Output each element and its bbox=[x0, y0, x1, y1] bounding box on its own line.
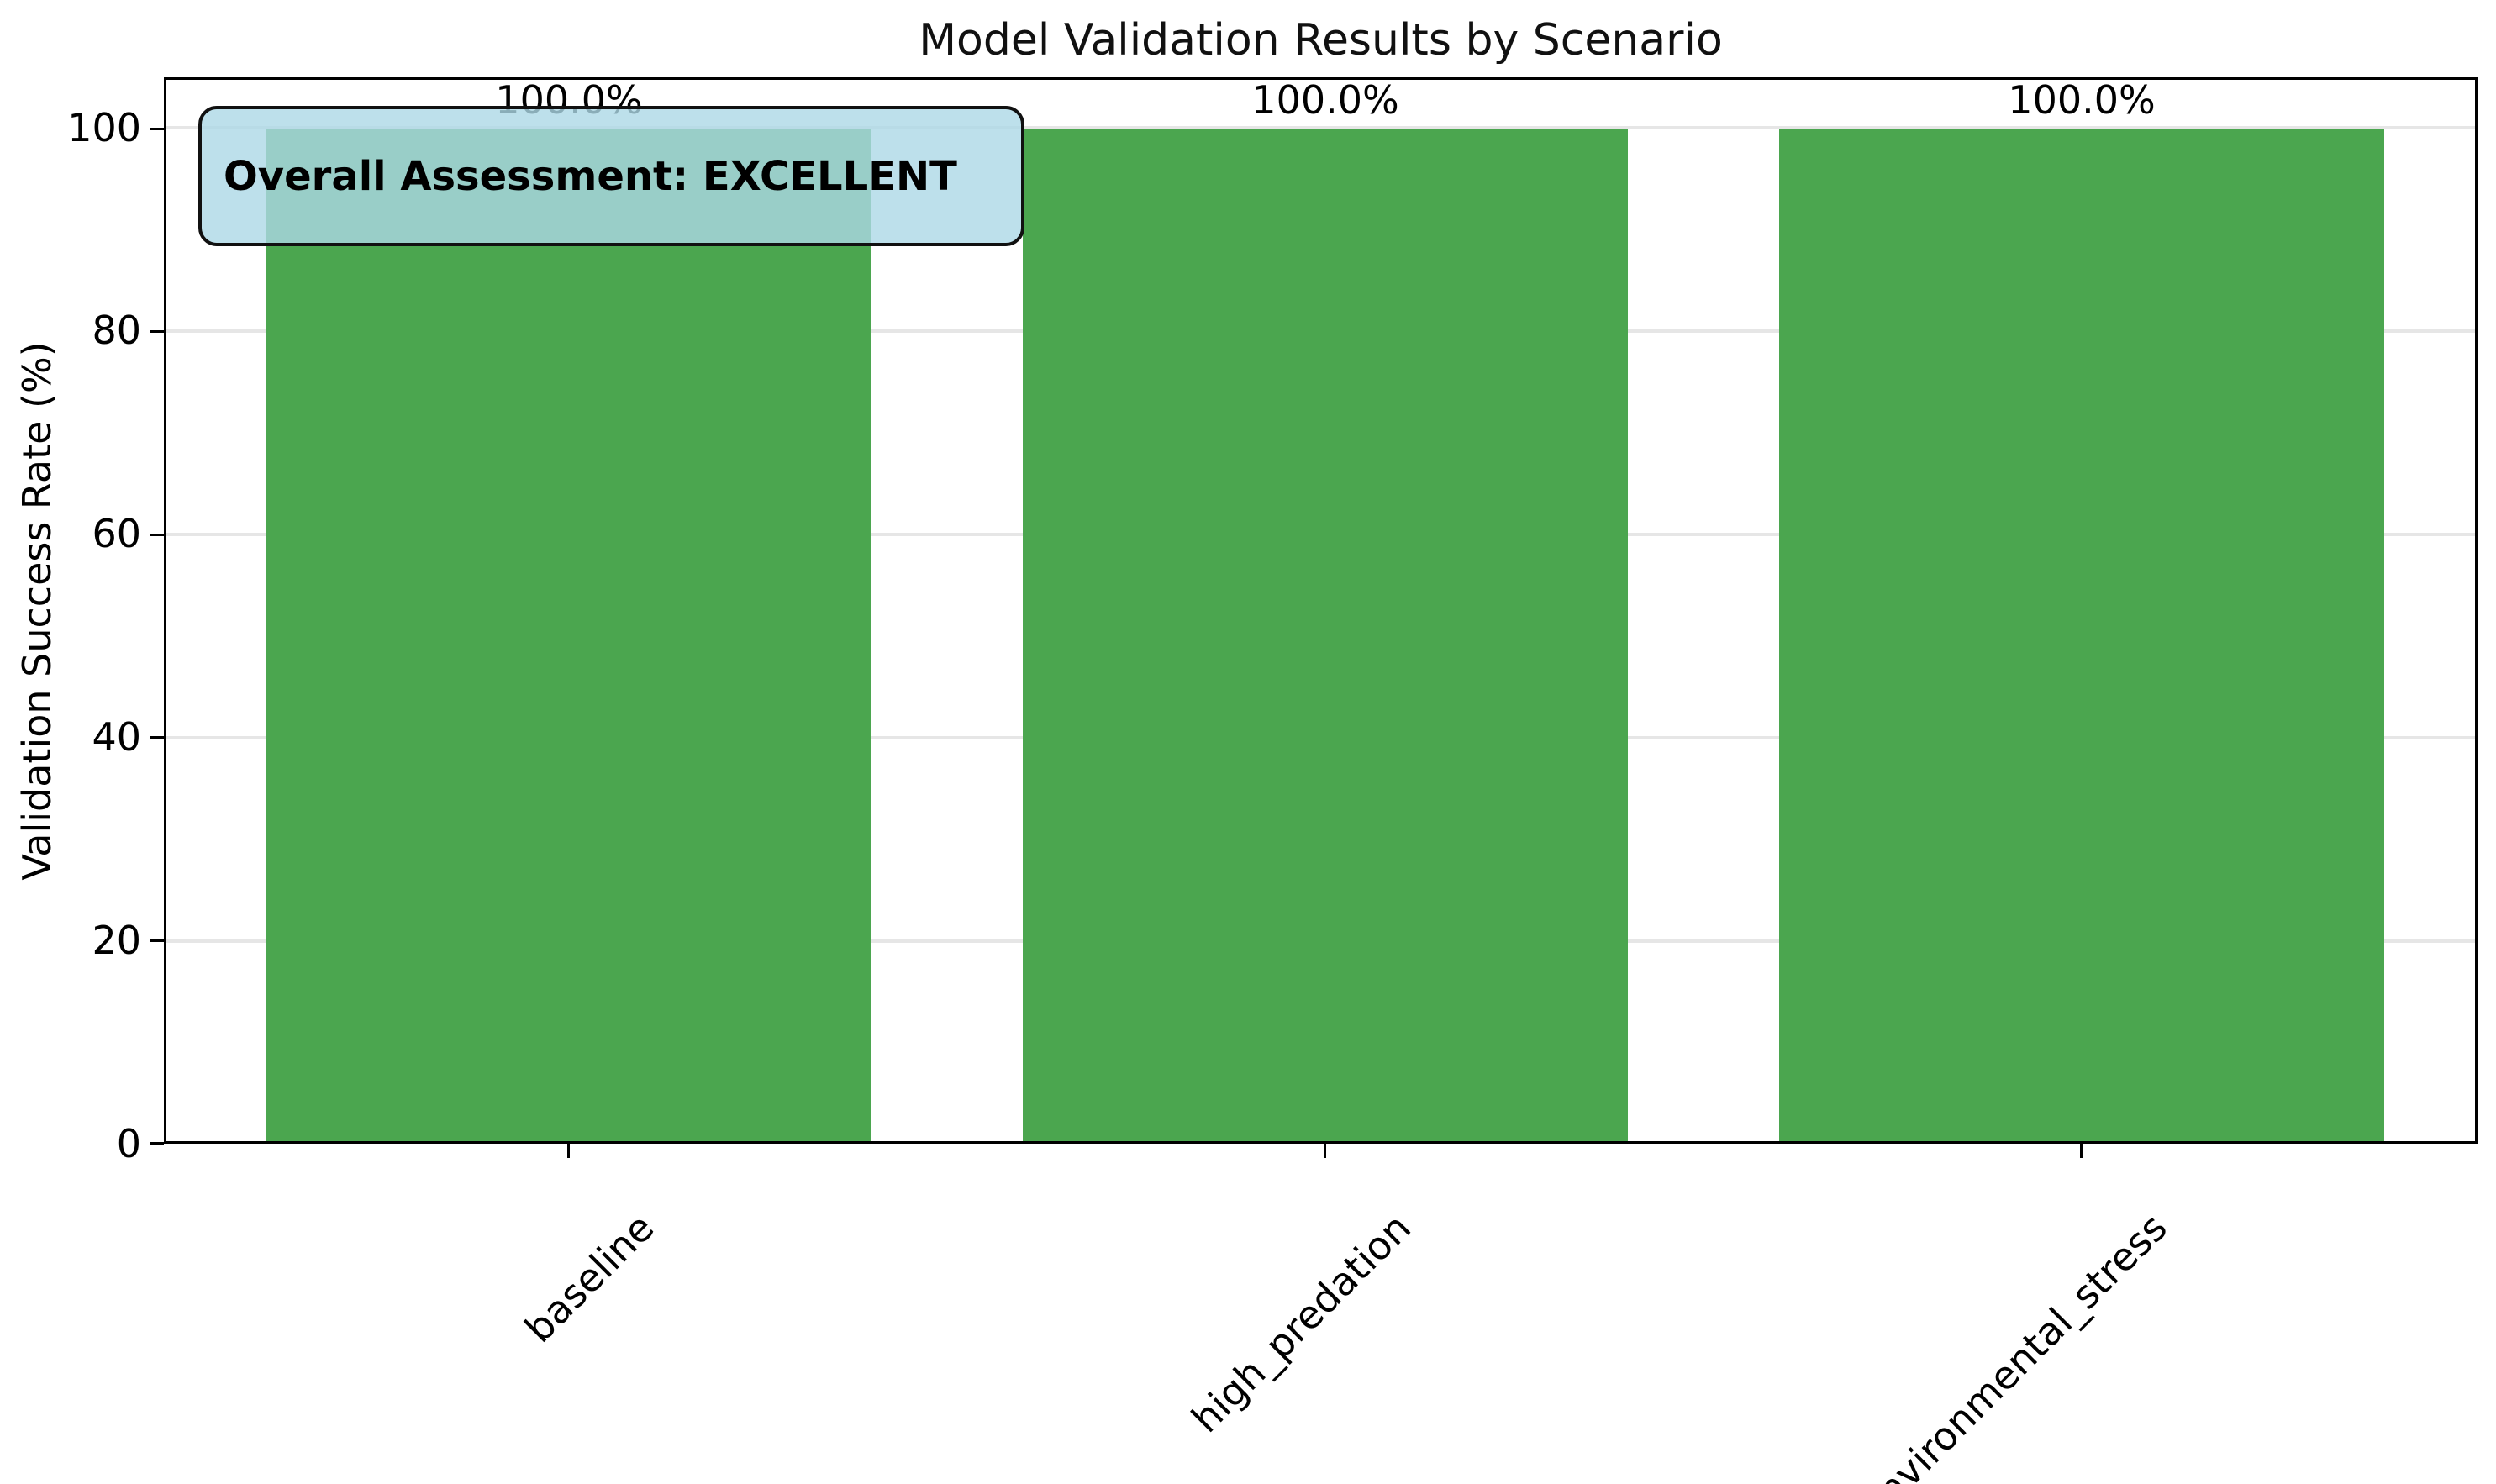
x-tick-baseline bbox=[567, 1144, 570, 1158]
bar-value-label-environmental-stress: 100.0% bbox=[2008, 77, 2156, 123]
assessment-text: Overall Assessment: EXCELLENT bbox=[224, 152, 957, 200]
x-tick-label-high-predation: high_predation bbox=[1182, 1204, 1419, 1442]
y-tick-80 bbox=[150, 330, 164, 333]
y-tick-20 bbox=[150, 939, 164, 942]
x-tick-label-environmental-stress: environmental_stress bbox=[1850, 1204, 2176, 1484]
assessment-annotation-box: Overall Assessment: EXCELLENT bbox=[198, 106, 1024, 246]
x-tick-high-predation bbox=[1324, 1144, 1326, 1158]
y-axis-label: Validation Success Rate (%) bbox=[14, 341, 60, 881]
y-tick-label-80: 80 bbox=[92, 308, 141, 353]
y-tick-label-40: 40 bbox=[92, 714, 141, 760]
chart-title: Model Validation Results by Scenario bbox=[919, 15, 1723, 66]
y-tick-40 bbox=[150, 736, 164, 739]
x-tick-environmental-stress bbox=[2080, 1144, 2083, 1158]
bar-environmental-stress bbox=[1779, 129, 2384, 1141]
bar-value-label-high-predation: 100.0% bbox=[1251, 77, 1399, 123]
x-tick-label-baseline: baseline bbox=[516, 1204, 663, 1352]
bar-baseline bbox=[266, 129, 871, 1141]
gridline-100 bbox=[166, 126, 2475, 129]
y-tick-label-20: 20 bbox=[92, 918, 141, 963]
y-tick-100 bbox=[150, 128, 164, 130]
y-tick-60 bbox=[150, 534, 164, 536]
plot-area bbox=[164, 77, 2478, 1144]
y-tick-label-0: 0 bbox=[116, 1121, 141, 1166]
y-tick-0 bbox=[150, 1142, 164, 1145]
y-tick-label-60: 60 bbox=[92, 511, 141, 556]
bar-high-predation bbox=[1023, 129, 1628, 1141]
y-tick-label-100: 100 bbox=[67, 105, 141, 150]
